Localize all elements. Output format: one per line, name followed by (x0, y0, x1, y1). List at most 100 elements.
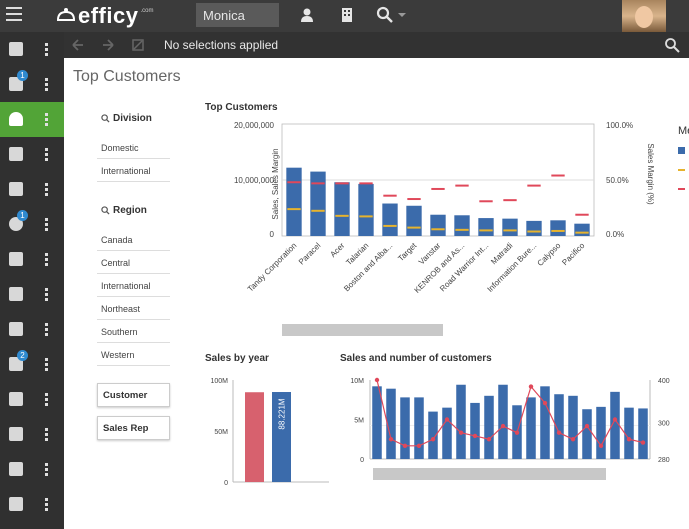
data-point[interactable] (598, 443, 604, 449)
sidebar-item-tasks[interactable]: 1 (0, 67, 64, 102)
sidebar-item-opportunities[interactable] (0, 172, 64, 207)
bar[interactable] (372, 386, 382, 459)
bar[interactable] (428, 411, 438, 459)
search-icon[interactable] (376, 6, 394, 24)
more-icon[interactable] (45, 463, 48, 476)
bar[interactable] (554, 394, 564, 459)
sidebar-item-reports[interactable] (0, 382, 64, 417)
bar[interactable] (478, 218, 494, 236)
bar[interactable] (540, 386, 550, 459)
bar[interactable] (272, 392, 291, 482)
bar[interactable] (334, 182, 350, 236)
filter-item[interactable]: Western (97, 343, 170, 366)
data-point[interactable] (514, 430, 520, 435)
bar[interactable] (414, 397, 424, 459)
data-point[interactable] (388, 437, 394, 442)
data-point[interactable] (556, 430, 562, 435)
data-point[interactable] (402, 443, 408, 449)
more-icon[interactable] (45, 358, 48, 371)
filter-region-label[interactable]: Region (113, 205, 147, 216)
building-icon[interactable] (338, 6, 356, 24)
bar[interactable] (310, 171, 326, 236)
forward-icon[interactable] (100, 37, 116, 53)
bar[interactable] (286, 167, 302, 236)
menu-icon[interactable] (6, 7, 22, 21)
bar[interactable] (526, 220, 542, 236)
data-point[interactable] (374, 377, 380, 383)
avatar[interactable] (622, 0, 666, 32)
data-point[interactable] (528, 384, 534, 389)
bar[interactable] (624, 407, 634, 459)
bar[interactable] (582, 409, 592, 459)
sales-customers-chart[interactable]: 10M 5M 0 400 300 280 (340, 368, 685, 486)
filter-sales-rep[interactable]: Sales Rep (97, 416, 170, 440)
bar[interactable] (610, 391, 620, 459)
more-icon[interactable] (45, 428, 48, 441)
data-point[interactable] (584, 423, 590, 429)
data-point[interactable] (430, 437, 436, 442)
more-icon[interactable] (45, 323, 48, 336)
filter-customer[interactable]: Customer (97, 383, 170, 407)
clear-selections-icon[interactable] (130, 37, 146, 53)
data-point[interactable] (472, 433, 478, 439)
back-icon[interactable] (70, 37, 86, 53)
more-icon[interactable] (45, 253, 48, 266)
sidebar-item-cases[interactable]: 2 (0, 347, 64, 382)
bar[interactable] (454, 215, 470, 236)
bar[interactable] (430, 214, 446, 236)
sidebar-item-shop[interactable] (0, 417, 64, 452)
bar[interactable] (498, 384, 508, 459)
bar[interactable] (484, 395, 494, 459)
sidebar-item-database[interactable] (0, 487, 64, 522)
more-icon[interactable] (45, 498, 48, 511)
data-point[interactable] (640, 440, 646, 445)
filter-item[interactable]: International (97, 159, 170, 182)
chart-scrollbar[interactable] (373, 468, 606, 480)
search-icon[interactable] (664, 37, 680, 53)
filter-item[interactable]: International (97, 274, 170, 297)
more-icon[interactable] (45, 43, 48, 56)
bar[interactable] (400, 397, 410, 459)
bar[interactable] (386, 388, 396, 459)
chevron-down-icon[interactable] (396, 9, 408, 21)
user-field[interactable]: Monica (196, 3, 279, 27)
bar[interactable] (442, 407, 452, 459)
sidebar-item-companies[interactable] (0, 137, 64, 172)
bar[interactable] (382, 203, 398, 236)
data-point[interactable] (444, 417, 450, 422)
data-point[interactable] (416, 443, 422, 449)
more-icon[interactable] (45, 218, 48, 231)
sidebar-item-actions[interactable]: 1 (0, 207, 64, 242)
data-point[interactable] (542, 400, 548, 406)
top-customers-chart[interactable]: 20,000,000 10,000,000 0 100.0% 50.0% 0.0% Sale… (194, 118, 689, 340)
sidebar-item-addressbook[interactable] (0, 452, 64, 487)
filter-division-label[interactable]: Division (113, 113, 152, 124)
bar[interactable] (550, 220, 566, 236)
more-icon[interactable] (45, 148, 48, 161)
sidebar-item-dashboard[interactable] (0, 32, 64, 67)
bar[interactable] (358, 183, 374, 236)
sidebar-item-contacts[interactable] (0, 102, 64, 137)
bar[interactable] (456, 384, 466, 459)
logo[interactable]: efficy .com (56, 3, 154, 29)
filter-item[interactable]: Canada (97, 228, 170, 251)
sidebar-item-mail[interactable] (0, 277, 64, 312)
bar[interactable] (638, 408, 648, 459)
data-point[interactable] (612, 417, 618, 422)
more-icon[interactable] (45, 183, 48, 196)
more-icon[interactable] (45, 393, 48, 406)
data-point[interactable] (626, 437, 632, 442)
more-icon[interactable] (45, 78, 48, 91)
bar[interactable] (245, 392, 264, 482)
sales-by-year-chart[interactable]: 100M 50M 0 88.221M (205, 368, 335, 493)
chart-scrollbar[interactable] (282, 324, 443, 336)
filter-item[interactable]: Central (97, 251, 170, 274)
bar[interactable] (526, 397, 536, 459)
data-point[interactable] (500, 423, 506, 429)
more-icon[interactable] (45, 113, 48, 126)
filter-item[interactable]: Domestic (97, 136, 170, 159)
bar[interactable] (568, 395, 578, 459)
data-point[interactable] (486, 437, 492, 442)
sidebar-item-campaigns[interactable] (0, 312, 64, 347)
bar[interactable] (406, 205, 422, 236)
